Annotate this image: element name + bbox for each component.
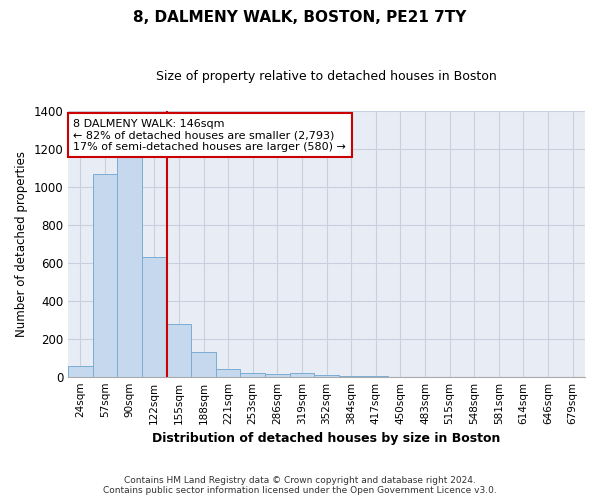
Title: Size of property relative to detached houses in Boston: Size of property relative to detached ho… — [156, 70, 497, 83]
Bar — [314, 375, 339, 376]
Text: 8 DALMENY WALK: 146sqm
← 82% of detached houses are smaller (2,793)
17% of semi-: 8 DALMENY WALK: 146sqm ← 82% of detached… — [73, 118, 346, 152]
Text: 8, DALMENY WALK, BOSTON, PE21 7TY: 8, DALMENY WALK, BOSTON, PE21 7TY — [133, 10, 467, 25]
Bar — [241, 373, 265, 376]
Bar — [167, 324, 191, 376]
Bar — [68, 366, 93, 376]
Y-axis label: Number of detached properties: Number of detached properties — [15, 150, 28, 336]
Bar — [93, 174, 118, 376]
Bar — [290, 373, 314, 376]
Text: Contains HM Land Registry data © Crown copyright and database right 2024.
Contai: Contains HM Land Registry data © Crown c… — [103, 476, 497, 495]
Bar — [216, 369, 241, 376]
Bar — [265, 374, 290, 376]
Bar — [191, 352, 216, 376]
Bar — [118, 148, 142, 376]
Bar — [142, 257, 167, 376]
X-axis label: Distribution of detached houses by size in Boston: Distribution of detached houses by size … — [152, 432, 501, 445]
